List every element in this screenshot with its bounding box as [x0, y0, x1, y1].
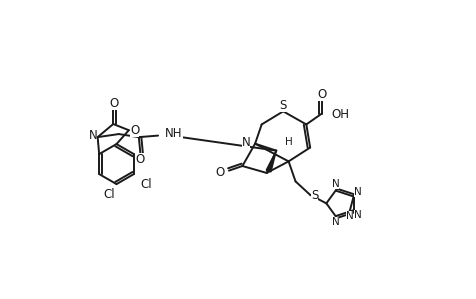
Text: O: O	[136, 152, 145, 166]
Text: N: N	[332, 179, 339, 189]
Text: O: O	[109, 97, 118, 110]
Text: NH: NH	[165, 127, 182, 140]
Text: N: N	[354, 210, 362, 220]
Polygon shape	[266, 151, 276, 172]
Text: S: S	[279, 99, 287, 112]
Text: N: N	[346, 211, 354, 221]
Text: Cl: Cl	[141, 179, 152, 191]
Text: O: O	[130, 124, 139, 137]
Text: Cl: Cl	[103, 188, 115, 202]
Text: OH: OH	[331, 108, 349, 121]
Text: O: O	[215, 166, 224, 179]
Text: H: H	[285, 137, 293, 147]
Text: N: N	[354, 187, 362, 196]
Text: S: S	[311, 189, 318, 202]
Text: N: N	[242, 136, 250, 150]
Text: N: N	[332, 217, 339, 228]
Text: O: O	[318, 88, 327, 100]
Text: N: N	[89, 129, 98, 142]
